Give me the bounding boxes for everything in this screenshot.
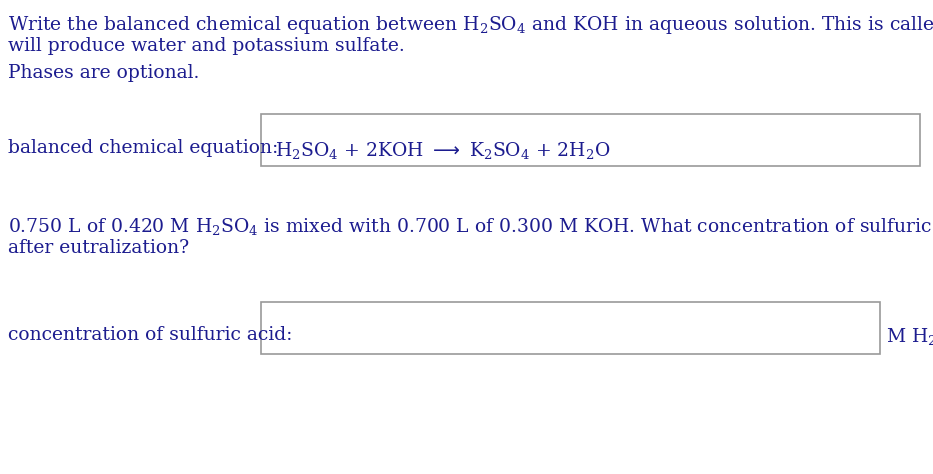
Text: Write the balanced chemical equation between $\mathregular{H_2SO_4}$ and KOH in : Write the balanced chemical equation bet…	[8, 14, 933, 36]
Text: M $\mathregular{H_2SO_4}$: M $\mathregular{H_2SO_4}$	[886, 326, 933, 347]
Text: Phases are optional.: Phases are optional.	[8, 64, 200, 82]
Text: 0.750 L of 0.420 M $\mathregular{H_2SO_4}$ is mixed with 0.700 L of 0.300 M KOH.: 0.750 L of 0.420 M $\mathregular{H_2SO_4…	[8, 216, 933, 237]
Text: concentration of sulfuric acid:: concentration of sulfuric acid:	[8, 326, 292, 344]
Text: after eutralization?: after eutralization?	[8, 239, 189, 257]
Text: $\mathregular{H_2SO_4}$ + 2KOH $\longrightarrow$ $\mathregular{K_2SO_4}$ + 2$\ma: $\mathregular{H_2SO_4}$ + 2KOH $\longrig…	[275, 140, 610, 161]
FancyBboxPatch shape	[261, 302, 880, 354]
Text: balanced chemical equation:: balanced chemical equation:	[8, 139, 278, 157]
Text: will produce water and potassium sulfate.: will produce water and potassium sulfate…	[8, 37, 405, 55]
FancyBboxPatch shape	[261, 114, 920, 166]
